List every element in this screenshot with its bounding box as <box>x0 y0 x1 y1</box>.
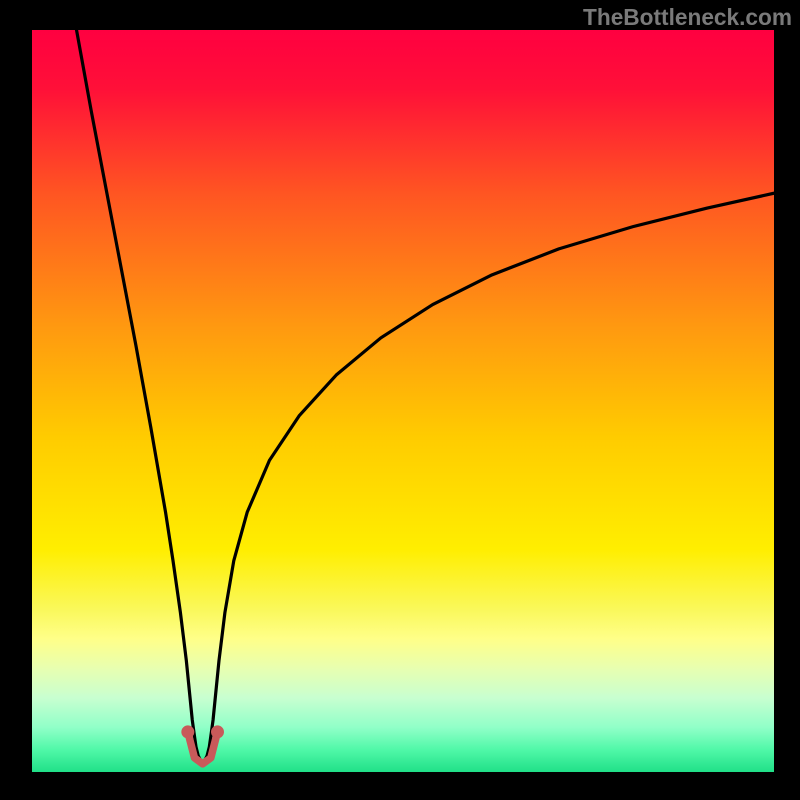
chart-container: TheBottleneck.com <box>0 0 800 800</box>
watermark-text: TheBottleneck.com <box>583 4 792 31</box>
highlight-dot <box>211 725 224 738</box>
plot-background <box>32 30 774 772</box>
highlight-dot <box>181 725 194 738</box>
plot-area <box>32 30 774 772</box>
plot-svg <box>32 30 774 772</box>
